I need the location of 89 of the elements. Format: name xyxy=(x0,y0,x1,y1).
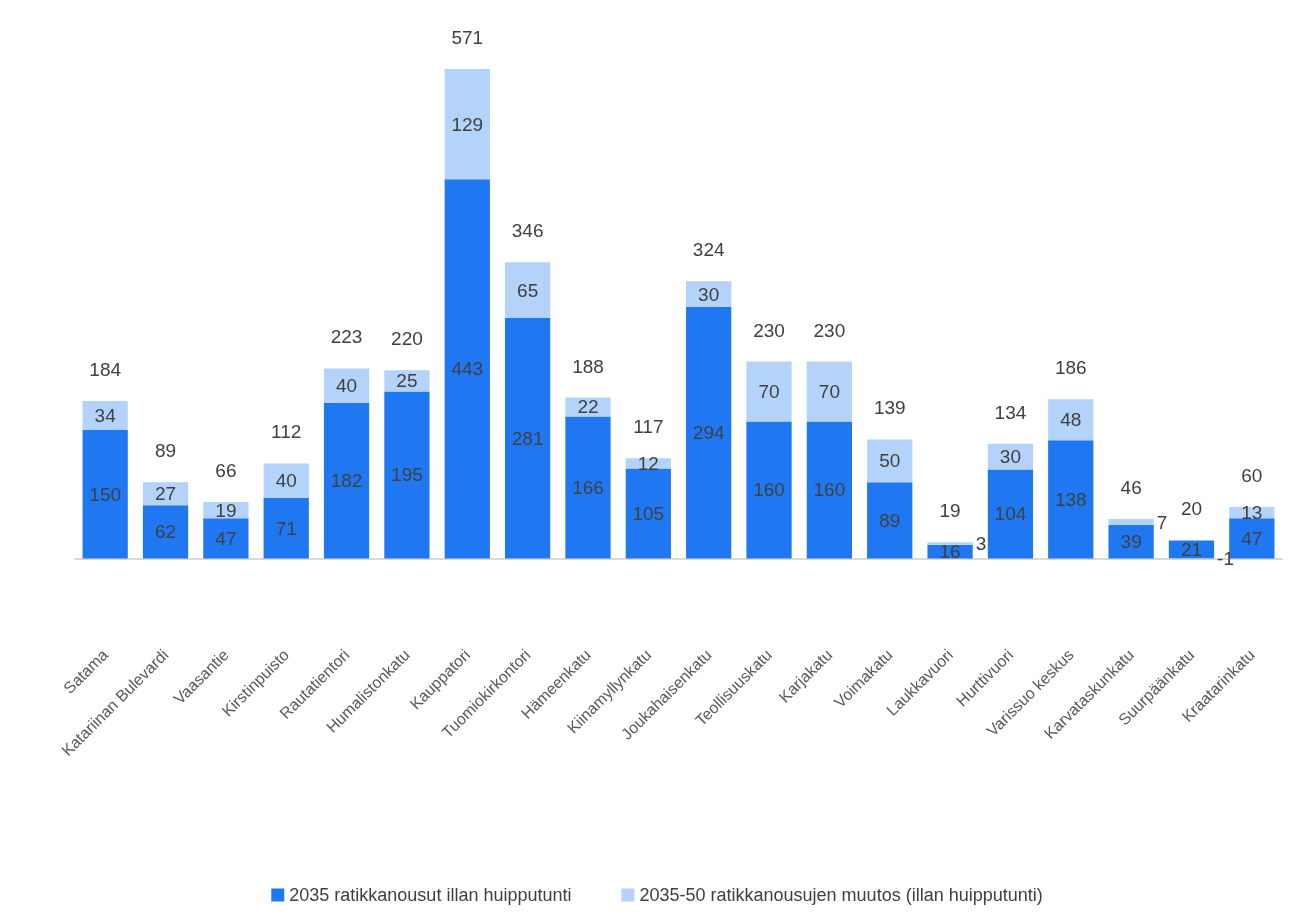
data-label: 294 xyxy=(692,422,725,444)
total-label: 230 xyxy=(813,319,846,341)
data-label: 195 xyxy=(391,464,423,486)
data-label: 89 xyxy=(879,509,901,531)
data-label: 47 xyxy=(1241,527,1263,549)
total-label: 324 xyxy=(692,239,725,261)
data-label: 22 xyxy=(577,396,599,418)
bar xyxy=(142,505,189,559)
bar xyxy=(1048,440,1094,559)
total-label: 46 xyxy=(1120,477,1142,499)
data-label: 105 xyxy=(632,503,665,524)
bar xyxy=(263,497,309,559)
total-label: 346 xyxy=(511,220,544,242)
bar xyxy=(625,468,671,559)
data-label: 13 xyxy=(1241,502,1263,524)
data-label: 16 xyxy=(939,541,961,563)
data-label: 21 xyxy=(1180,538,1203,560)
data-label: 138 xyxy=(1054,488,1087,510)
data-label: 39 xyxy=(1120,531,1142,553)
total-label: 186 xyxy=(1054,357,1087,379)
data-label: 65 xyxy=(517,279,539,301)
total-label: 66 xyxy=(215,459,237,481)
data-label: 70 xyxy=(758,381,780,403)
data-label: 71 xyxy=(275,517,297,539)
data-label: 7 xyxy=(1156,511,1168,533)
data-label: 443 xyxy=(451,358,484,380)
total-label: 134 xyxy=(994,401,1027,423)
data-label: 12 xyxy=(637,452,659,474)
total-label: 220 xyxy=(391,328,423,350)
data-label: 104 xyxy=(994,503,1027,525)
data-label: 40 xyxy=(336,375,358,397)
bar xyxy=(384,391,430,559)
data-label: 19 xyxy=(215,499,237,521)
bar xyxy=(203,518,249,559)
total-label: 184 xyxy=(89,358,122,380)
bar xyxy=(1048,399,1094,441)
bar xyxy=(1108,519,1154,526)
bar xyxy=(867,482,913,559)
data-label: 34 xyxy=(94,405,117,427)
data-label: 40 xyxy=(275,470,297,492)
legend-label: 2035 ratikkanousut illan huipputunti xyxy=(289,885,572,905)
bar xyxy=(1108,525,1154,559)
total-label: 571 xyxy=(451,26,484,48)
data-label: 160 xyxy=(753,479,785,501)
data-label: -1 xyxy=(1217,548,1235,570)
bar xyxy=(504,262,551,318)
bar xyxy=(323,402,370,559)
bar xyxy=(323,368,370,403)
legend-label: 2035-50 ratikkanousujen muutos (illan huipputunti) xyxy=(639,885,1043,905)
data-label: 50 xyxy=(879,450,901,472)
data-label: 27 xyxy=(154,483,177,505)
data-label: 70 xyxy=(818,381,840,403)
total-label: 20 xyxy=(1180,498,1203,520)
bar xyxy=(444,179,490,559)
bar xyxy=(927,542,973,545)
total-label: 112 xyxy=(271,421,302,443)
total-label: 19 xyxy=(939,500,961,522)
total-label: 188 xyxy=(572,355,604,377)
data-label: 160 xyxy=(813,479,846,501)
data-label: 62 xyxy=(154,521,177,543)
total-label: 139 xyxy=(873,397,906,419)
bar xyxy=(565,416,611,559)
bar xyxy=(263,463,309,498)
total-label: 117 xyxy=(633,416,664,438)
bar xyxy=(504,317,551,559)
total-label: 223 xyxy=(330,326,363,348)
data-label: 150 xyxy=(89,483,122,505)
data-label: 48 xyxy=(1060,409,1082,431)
total-label: 230 xyxy=(753,319,785,341)
data-label: 30 xyxy=(698,283,720,305)
bar xyxy=(987,469,1034,559)
data-label: 25 xyxy=(396,370,418,392)
bar xyxy=(806,421,853,559)
data-label: 129 xyxy=(451,113,484,135)
total-label: 60 xyxy=(1241,465,1263,487)
data-label: 47 xyxy=(215,527,237,549)
data-label: 3 xyxy=(975,532,987,554)
bar xyxy=(746,421,792,559)
data-label: 166 xyxy=(572,476,604,498)
bar xyxy=(806,361,853,422)
bar xyxy=(82,430,128,559)
data-label: 281 xyxy=(511,427,544,449)
total-label: 89 xyxy=(154,440,177,462)
data-label: 30 xyxy=(999,446,1021,468)
bar xyxy=(686,306,732,559)
bar xyxy=(444,68,490,180)
data-label: 182 xyxy=(330,470,363,492)
bar xyxy=(867,439,913,483)
bar xyxy=(746,361,792,422)
